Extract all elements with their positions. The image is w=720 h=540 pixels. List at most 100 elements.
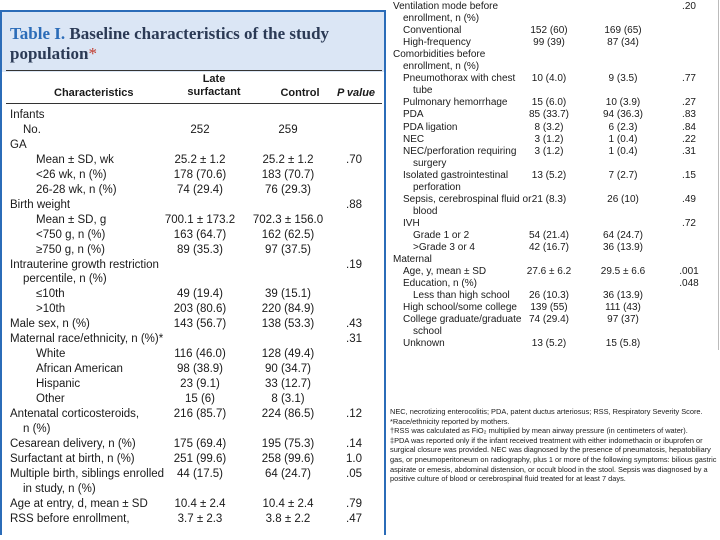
table-row: Grade 1 or 2 54 (21.4) 64 (24.7) [390,230,720,241]
cell-control: 90 (34.7) [264,363,312,376]
cell-p: .43 [346,318,362,331]
table-row: College graduate/graduate 74 (29.4) 97 (37… [390,314,720,325]
cell-p: .70 [346,153,362,166]
cell-label: <26 wk, n (%) [36,168,107,181]
cell-label: percentile, n (%) [23,273,107,286]
table-row: High school/some college 139 (55) 111 (43) [390,302,720,313]
cell-late: 139 (55) [530,302,568,314]
cell-label: Unknown [403,338,445,350]
col-header-p-value: P value [336,87,376,99]
table-frame [0,10,386,535]
cell-control: 64 (24.7) [264,467,312,480]
table-row: Comorbidities before [390,49,720,60]
cell-control: 1 (0.4) [608,145,638,157]
cell-late: 216 (85.7) [173,408,227,420]
table-row: school [390,326,720,337]
cell-control: 94 (36.3) [602,109,644,121]
cell-label: Infants [10,109,45,121]
cell-label: Education, n (%) [403,278,477,290]
cell-p: .19 [346,258,362,271]
footnote-rss: †RSS was calculated as FiO₂ multiplied b… [390,426,688,436]
table-row: enrollment, n (%) [390,13,720,24]
cell-label: Male sex, n (%) [10,318,90,331]
table-row: Pulmonary hemorrhage 15 (6.0) 10 (3.9) .27 [390,97,720,108]
cell-control: 1 (0.4) [608,133,638,145]
cell-late: 203 (80.6) [173,303,227,316]
table-row: ≥750 g, n (%) 89 (35.3) 97 (37.5) [0,244,387,257]
cell-label: White [36,348,66,361]
cell-late: 3 (1.2) [534,133,564,145]
cell-p: .14 [346,437,362,450]
footnote-abbreviations: NEC, necrotizing enterocolitis; PDA, pat… [390,407,703,416]
cell-control: 15 (5.8) [605,338,641,350]
cell-p: .47 [346,512,362,525]
cell-label: <750 g, n (%) [36,228,106,241]
table-row: PDA 85 (33.7) 94 (36.3) .83 [390,109,720,120]
cell-label: surgery [413,157,447,169]
col-header-control: Control [280,87,320,99]
cell-label: PDA ligation [403,121,458,133]
table-row: >10th 203 (80.6) 220 (84.9) [0,303,387,316]
cell-label: perforation [413,181,461,193]
cell-late: 23 (9.1) [180,378,220,391]
cell-late: 89 (35.3) [176,243,224,256]
cell-control: 10.4 ± 2.4 [262,497,314,510]
cell-label: Intrauterine growth restriction [10,258,159,271]
title-banner [2,12,384,72]
cell-p: .77 [682,73,696,85]
table-row: tube [390,85,720,96]
table-row: Pneumothorax with chest 10 (4.0) 9 (3.5) .7… [390,73,720,84]
table-row: enrollment, n (%) [390,61,720,72]
table-row: Other 15 (6) 8 (3.1) [0,393,387,406]
cell-label: Pneumothorax with chest [403,73,516,85]
cell-label: Comorbidities before [393,49,486,61]
table-row: GA [0,139,387,152]
col-header-characteristics: Characteristics [54,87,134,99]
table-row: Cesarean delivery, n (%) 175 (69.4) 195 (7… [0,438,387,451]
cell-label: Birth weight [10,198,71,211]
cell-label: enrollment, n (%) [403,61,480,73]
cell-late: 116 (46.0) [174,348,226,361]
cell-p: .79 [346,497,362,510]
cell-label: Other [36,393,65,406]
cell-late: 178 (70.6) [173,168,227,181]
cell-late: 8 (3.2) [534,121,564,133]
table-row: IVH .72 [390,218,720,229]
table-row: White 116 (46.0) 128 (49.4) [0,348,387,361]
cell-label: Age, y, mean ± SD [403,266,487,278]
cell-label: Surfactant at birth, n (%) [10,452,135,465]
cell-control: 224 (86.5) [261,408,315,420]
table-row: Sepsis, cerebrospinal fluid or 21 (8.3) 26… [390,194,720,205]
cell-label: Sepsis, cerebrospinal fluid or [403,193,532,205]
cell-late: 25.2 ± 1.2 [174,153,226,166]
cell-p: .49 [682,193,696,205]
cell-label: ≤10th [36,288,65,301]
cell-p: .84 [682,121,696,133]
cell-late: 3.7 ± 2.3 [177,512,223,525]
cell-p: 1.0 [346,452,362,465]
header-rule-top [6,70,382,71]
cell-p: .31 [682,145,696,157]
table-row: Male sex, n (%) 143 (56.7) 138 (53.3) .43 [0,318,387,331]
table-row: Maternal race/ethnicity, n (%)* .31 [0,333,387,346]
cell-late: 700.1 ± 173.2 [164,213,236,226]
cell-control: 36 (13.9) [602,290,644,302]
cell-label: blood [413,205,438,217]
cell-p: .88 [346,198,362,211]
cell-label: Ventilation mode before [393,1,499,12]
table-row: blood [390,206,720,217]
cell-label: Maternal [393,254,432,266]
cell-p: .05 [346,467,362,480]
cell-label: Conventional [403,25,462,37]
cell-label: NEC/perforation requiring [403,145,517,157]
cell-control: 6 (2.3) [608,121,638,133]
table-row: Infants [0,109,387,122]
cell-p: .12 [346,408,362,420]
cell-label: Pulmonary hemorrhage [403,97,508,109]
cell-label: NEC [403,133,425,145]
cell-label: RSS before enrollment, [10,512,130,525]
cell-late: 74 (29.4) [528,314,570,326]
cell-late: 85 (33.7) [528,109,570,121]
cell-p: .27 [682,97,696,109]
cell-late: 15 (6) [184,393,216,406]
